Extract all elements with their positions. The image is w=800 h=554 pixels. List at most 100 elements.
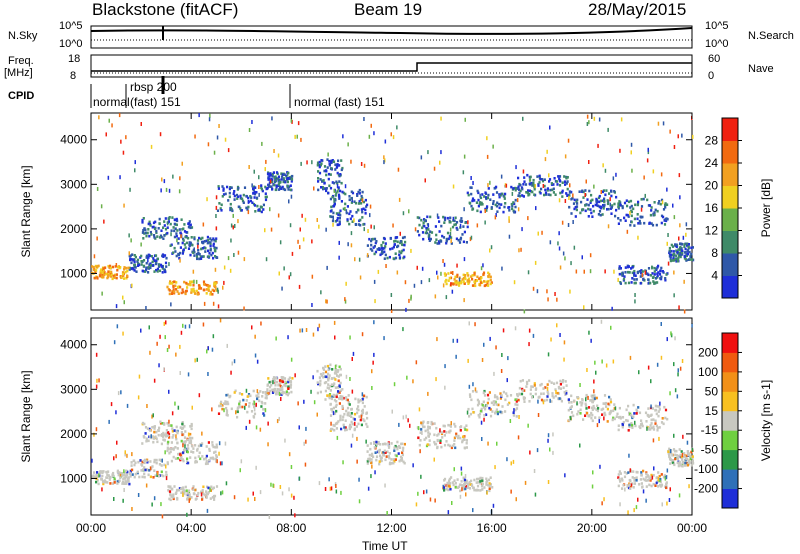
heatmap-cell — [570, 261, 572, 266]
x-tick-label: 00:00 — [76, 521, 106, 535]
heatmap-cell — [629, 223, 632, 227]
heatmap-cell — [335, 400, 338, 403]
heatmap-cell — [563, 175, 566, 178]
heatmap-cell — [229, 186, 232, 189]
heatmap-cell — [463, 154, 466, 159]
heatmap-cell — [650, 473, 653, 477]
heatmap-cell — [189, 223, 192, 227]
heatmap-cell — [254, 186, 257, 189]
heatmap-cell — [440, 271, 442, 276]
heatmap-cell — [165, 464, 167, 469]
heatmap-cell — [126, 274, 129, 278]
heatmap-cell — [344, 206, 346, 211]
heatmap-cell — [464, 274, 467, 277]
heatmap-cell — [190, 422, 193, 426]
heatmap-cell — [136, 258, 140, 262]
heatmap-cell — [91, 458, 93, 463]
heatmap-cell — [374, 470, 376, 475]
heatmap-cell — [325, 173, 328, 177]
heatmap-cell — [453, 422, 456, 426]
heatmap-cell — [270, 482, 272, 487]
heatmap-cell — [93, 475, 96, 479]
heatmap-cell — [475, 481, 478, 484]
heatmap-cell — [590, 406, 594, 410]
heatmap-cell — [510, 185, 513, 189]
heatmap-cell — [129, 257, 132, 260]
heatmap-cell — [148, 234, 151, 238]
heatmap-cell — [654, 208, 657, 212]
heatmap-cell — [233, 194, 236, 198]
heatmap-cell — [544, 191, 548, 195]
heatmap-cell — [579, 443, 581, 448]
heatmap-cell — [93, 471, 96, 474]
heatmap-cell — [213, 282, 216, 286]
heatmap-cell — [163, 179, 166, 184]
heatmap-cell — [686, 440, 689, 445]
heatmap-cell — [618, 200, 621, 203]
heatmap-cell — [681, 461, 684, 464]
heatmap-cell — [119, 175, 121, 180]
heatmap-cell — [243, 257, 246, 262]
heatmap-cell — [342, 191, 345, 195]
heatmap-cell — [674, 457, 677, 461]
heatmap-cell — [683, 452, 686, 455]
heatmap-cell — [143, 422, 146, 426]
heatmap-cell — [194, 358, 196, 363]
heatmap-cell — [210, 239, 213, 242]
y-tick-label: 1000 — [60, 471, 87, 485]
heatmap-cell — [340, 200, 343, 203]
heatmap-cell — [188, 324, 191, 329]
heatmap-cell — [133, 254, 136, 257]
heatmap-cell — [321, 186, 324, 189]
heatmap-cell — [559, 379, 562, 383]
heatmap-cell — [192, 488, 195, 491]
heatmap-cell — [181, 433, 184, 437]
heatmap-cell — [657, 485, 660, 488]
heatmap-cell — [466, 428, 469, 432]
heatmap-cell — [252, 415, 255, 418]
heatmap-cell — [273, 149, 275, 153]
heatmap-cell — [339, 209, 342, 213]
heatmap-cell — [270, 177, 273, 181]
heatmap-cell — [245, 388, 248, 393]
heatmap-cell — [368, 134, 371, 139]
heatmap-cell — [124, 474, 127, 477]
heatmap-cell — [260, 210, 263, 214]
heatmap-cell — [475, 201, 478, 204]
heatmap-cell — [392, 257, 395, 260]
heatmap-cell — [654, 409, 657, 412]
heatmap-cell — [685, 232, 687, 237]
heatmap-cell — [522, 195, 525, 198]
heatmap-cell — [168, 485, 171, 489]
heatmap-cell — [470, 398, 473, 402]
heatmap-cell — [163, 422, 166, 425]
heatmap-cell — [215, 195, 218, 200]
heatmap-cell — [202, 280, 206, 284]
heatmap-cell — [176, 496, 179, 500]
heatmap-cell — [590, 338, 592, 343]
heatmap-cell — [294, 373, 296, 378]
heatmap-cell — [167, 220, 170, 223]
heatmap-cell — [267, 442, 269, 447]
heatmap-cell — [269, 172, 272, 175]
heatmap-cell — [443, 221, 446, 224]
heatmap-cell — [190, 236, 193, 239]
heatmap-cell — [98, 471, 101, 474]
heatmap-cell — [480, 276, 483, 279]
heatmap-cell — [654, 277, 657, 280]
heatmap-cell — [459, 426, 462, 429]
heatmap-cell — [464, 474, 467, 478]
heatmap-cell — [617, 205, 620, 208]
heatmap-cell — [256, 397, 259, 401]
heatmap-cell — [212, 244, 215, 247]
heatmap-cell — [143, 472, 146, 476]
heatmap-cell — [579, 408, 582, 412]
nsearch-label: N.Search — [748, 30, 794, 42]
heatmap-cell — [258, 185, 260, 189]
heatmap-cell — [403, 235, 406, 239]
heatmap-cell — [356, 194, 359, 197]
heatmap-cell — [153, 430, 156, 434]
heatmap-cell — [373, 446, 376, 449]
heatmap-cell — [190, 427, 193, 431]
